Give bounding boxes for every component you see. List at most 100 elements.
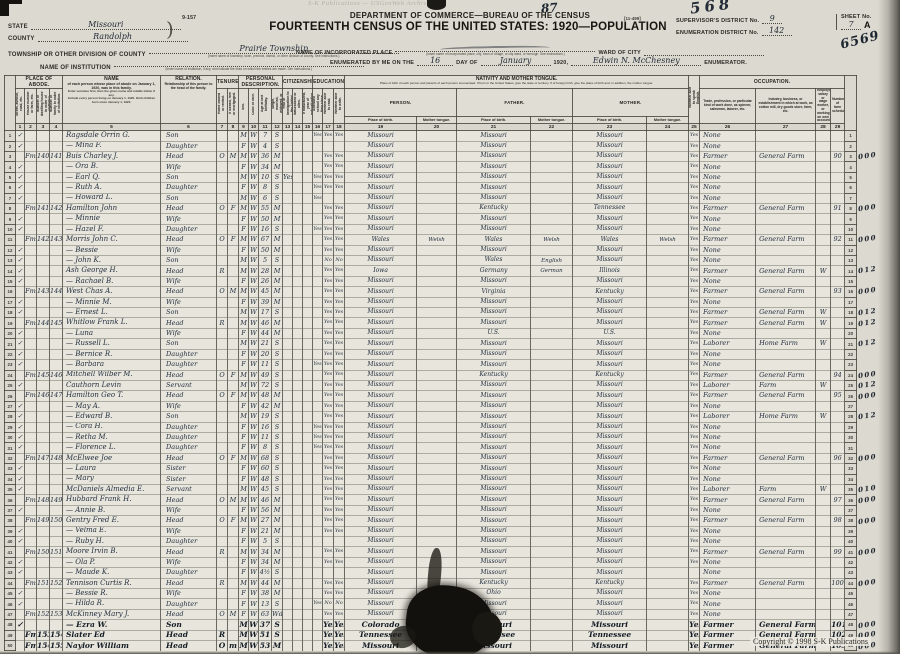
cell-mother-tongue-mother: Welsh bbox=[646, 234, 690, 246]
state-label: STATE bbox=[8, 24, 28, 30]
cell-person-name: Ragsdale Orrin G. bbox=[62, 130, 161, 142]
column-number: 13 bbox=[282, 123, 294, 132]
handwritten-6569: 6569 bbox=[838, 28, 882, 53]
cell-birthplace-mother: Missouri bbox=[572, 338, 648, 350]
cell-color-race: W bbox=[248, 442, 260, 454]
line-number-right: 3 bbox=[844, 150, 858, 163]
cell-relation: Head bbox=[160, 234, 217, 246]
cell-home-owned-rented: R bbox=[216, 629, 228, 641]
cell-house-farm bbox=[24, 223, 37, 235]
cell-birthplace-mother: Missouri bbox=[572, 431, 648, 443]
cell-house-farm bbox=[24, 171, 37, 183]
line-number: 20 bbox=[4, 327, 16, 340]
cell-mother-tongue-father bbox=[530, 348, 574, 360]
cell-naturalized-alien bbox=[292, 577, 304, 589]
cell-mother-tongue-father bbox=[530, 213, 574, 225]
cell-street-mark: ✓ bbox=[15, 255, 25, 266]
cell-home-owned-rented bbox=[216, 411, 228, 423]
cell-able-to-write: Yes bbox=[333, 494, 346, 506]
cell-house-farm bbox=[24, 400, 37, 412]
cell-free-or-mortgaged bbox=[226, 327, 240, 339]
cell-naturalization-year bbox=[302, 369, 314, 381]
district-block: SUPERVISOR'S DISTRICT No. 9 ENUMERATION … bbox=[676, 14, 828, 38]
cell-relation: Wife bbox=[160, 400, 217, 412]
cell-house-farm: Fm bbox=[24, 452, 37, 464]
cell-occupation: None bbox=[699, 296, 757, 308]
cell-farm-schedule-number bbox=[830, 598, 846, 610]
cell-mother-tongue-mother bbox=[646, 182, 690, 194]
cell-birthplace-father: Missouri bbox=[456, 338, 532, 350]
cell-dwelling-number bbox=[36, 556, 50, 568]
cell-home-owned-rented bbox=[216, 327, 228, 339]
header-education-sub: Attended school any time since Sept. 1, … bbox=[312, 87, 324, 125]
cell-house-farm bbox=[24, 556, 37, 568]
line-number-right: 36 bbox=[844, 494, 858, 506]
township-label: TOWNSHIP OR OTHER DIVISION OF COUNTY bbox=[8, 52, 146, 58]
cell-house-farm bbox=[24, 379, 37, 391]
cell-naturalization-year bbox=[302, 504, 314, 516]
cell-marital-status: S bbox=[271, 255, 284, 266]
cell-home-owned-rented bbox=[216, 359, 228, 371]
cell-mother-tongue-father bbox=[530, 307, 574, 318]
table-row: 18 ✓ — Ernest L. Son M W 17 S Yes Yes Missouri Miss… bbox=[4, 307, 858, 319]
cell-relation: Head bbox=[160, 265, 217, 277]
cell-naturalization-year bbox=[302, 130, 314, 142]
cell-farm-schedule-number bbox=[830, 244, 846, 256]
cell-family-number bbox=[49, 400, 63, 412]
cell-person-name: Moore Irvin B. bbox=[62, 546, 161, 558]
cell-industry: General Farm bbox=[755, 515, 817, 527]
column-number: 16 bbox=[312, 123, 324, 132]
cell-marital-status: S bbox=[271, 619, 284, 631]
table-row: 36 Fm 148 149 Hubbard Frank H. Head O M M W 46 M Yes… bbox=[4, 494, 858, 506]
cell-relation: Daughter bbox=[160, 442, 217, 454]
cell-birthplace-father: Missouri bbox=[456, 317, 532, 329]
cell-attended-school bbox=[312, 608, 324, 620]
line-number: 7 bbox=[4, 192, 16, 205]
cell-mother-tongue-person bbox=[416, 327, 458, 339]
cell-mother-tongue-mother bbox=[646, 296, 690, 308]
cell-marital-status: M bbox=[271, 556, 284, 568]
cell-street-mark bbox=[15, 640, 25, 651]
ink-blot-small bbox=[472, 612, 502, 646]
cell-family-number bbox=[49, 483, 63, 495]
cell-industry bbox=[755, 130, 817, 142]
cell-mother-tongue-father: German bbox=[530, 265, 574, 277]
cell-age: 34 bbox=[258, 546, 273, 558]
cell-occupation: Farmer bbox=[699, 390, 757, 402]
cell-age: 39 bbox=[258, 296, 273, 308]
cell-naturalized-alien bbox=[292, 161, 304, 173]
header-citizenship-sub: Year of immigration to the United States… bbox=[282, 87, 294, 125]
cell-farm-schedule-number bbox=[830, 192, 846, 204]
cell-mother-tongue-person bbox=[416, 317, 458, 329]
cell-person-name: McDaniels Almedia E. bbox=[62, 483, 161, 495]
line-number-right: 13 bbox=[844, 255, 858, 267]
cell-person-name: Whitlow Frank L. bbox=[62, 317, 161, 329]
cell-marital-status: M bbox=[271, 150, 284, 162]
cell-home-owned-rented bbox=[216, 192, 228, 204]
ink-blot-top bbox=[427, 0, 446, 10]
cell-house-farm: Fm bbox=[24, 608, 37, 620]
cell-speaks-english: Yes bbox=[688, 588, 701, 599]
cell-immigration-year bbox=[282, 338, 294, 350]
line-number: 3 bbox=[4, 150, 16, 163]
cell-attended-school bbox=[312, 640, 324, 651]
cell-immigration-year bbox=[282, 296, 294, 308]
cell-birthplace-mother: Illinois bbox=[572, 265, 648, 277]
cell-mother-tongue-person bbox=[416, 338, 458, 350]
ink-mark-topleft bbox=[0, 0, 9, 16]
cell-family-number bbox=[49, 619, 63, 631]
cell-employer-class bbox=[815, 390, 832, 402]
cell-naturalized-alien bbox=[292, 411, 304, 423]
cell-relation: Son bbox=[160, 411, 217, 423]
institution-value bbox=[113, 58, 364, 67]
cell-birthplace-person: Missouri bbox=[344, 494, 418, 506]
cell-employer-class bbox=[815, 556, 832, 568]
table-row: 2 ✓ — Mina F. Daughter F W 4 S Missouri Missouri M… bbox=[4, 140, 858, 153]
cell-naturalization-year bbox=[302, 348, 314, 360]
cell-person-name: — May A. bbox=[62, 400, 161, 412]
cell-occupation: Farmer bbox=[699, 515, 757, 527]
cell-mother-tongue-father bbox=[530, 463, 574, 475]
cell-occupation: None bbox=[699, 140, 757, 152]
cell-dwelling-number bbox=[36, 588, 50, 599]
header-personal-sub: Color or race. bbox=[251, 92, 255, 115]
